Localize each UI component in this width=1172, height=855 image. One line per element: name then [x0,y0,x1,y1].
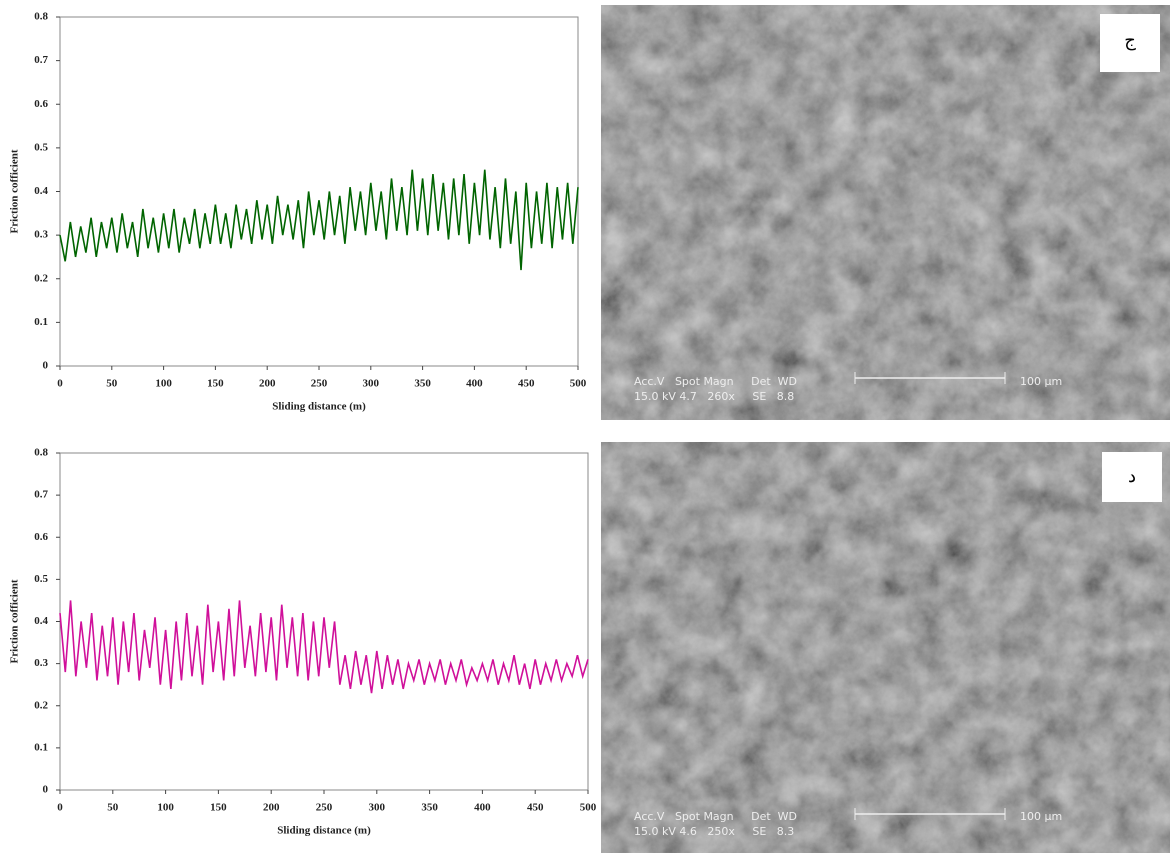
x-tick-label: 400 [466,378,483,390]
y-tick-label: 0.2 [34,699,48,711]
sem-image-1: ج Acc.V Spot Magn Det WD 15.0 kV 4.7 260… [601,5,1170,420]
y-tick-label: 0.3 [34,657,48,669]
sem-texture [601,442,1170,853]
x-tick-label: 50 [107,802,119,814]
figure: 0 0.1 0.2 0.3 0.4 0.5 0.6 0.7 0.8 0 50 100 150 200 250… [0,0,1172,855]
panel-label: ج [1124,30,1136,51]
x-tick-label: 250 [316,802,333,814]
panel-label: د [1128,466,1136,487]
x-tick-label: 100 [155,378,172,390]
y-tick-label: 0.6 [34,98,48,110]
x-tick-label: 450 [518,378,535,390]
y-tick-label: 0.1 [34,316,48,328]
y-tick-label: 0 [43,784,49,796]
x-tick-label: 150 [207,378,224,390]
y-tick-label: 0.4 [34,615,48,627]
x-axis-label: Sliding distance (m) [272,401,366,413]
y-tick-label: 0.5 [34,141,48,153]
x-tick-label: 450 [527,802,544,814]
x-tick-label: 300 [369,802,386,814]
x-tick-label: 0 [57,802,63,814]
sem-texture [601,5,1170,420]
info-header: Acc.V Spot Magn Det WD [634,810,797,823]
x-tick-label: 500 [570,378,587,390]
y-tick-label: 0 [43,360,49,372]
info-header: Acc.V Spot Magn Det WD [634,375,797,388]
y-tick-label: 0.6 [34,531,48,543]
y-tick-label: 0.7 [34,489,48,501]
scale-label: 100 µm [1020,810,1062,823]
x-tick-label: 400 [474,802,491,814]
x-tick-label: 50 [106,378,118,390]
charts: 0 0.1 0.2 0.3 0.4 0.5 0.6 0.7 0.8 0 50 100 150 200 250… [9,11,597,837]
y-tick-label: 0.4 [34,185,48,197]
y-tick-label: 0.7 [34,54,48,66]
y-axis-label: Friction cofficient [9,579,21,663]
y-tick-label: 0.8 [34,11,48,23]
y-tick-label: 0.5 [34,573,48,585]
x-tick-label: 300 [363,378,380,390]
scale-label: 100 µm [1020,375,1062,388]
x-tick-label: 500 [580,802,597,814]
x-tick-label: 200 [259,378,276,390]
sem-image-2: د Acc.V Spot Magn Det WD 15.0 kV 4.6 250… [601,442,1170,853]
plot-frame [60,17,578,366]
x-tick-label: 150 [210,802,227,814]
y-axis-label: Friction cofficient [9,149,21,233]
y-tick-label: 0.2 [34,272,48,284]
y-tick-label: 0.3 [34,229,48,241]
info-values: 15.0 kV 4.6 250x SE 8.3 [634,825,794,838]
x-tick-label: 100 [157,802,174,814]
x-tick-label: 350 [414,378,431,390]
x-tick-label: 250 [311,378,328,390]
y-tick-label: 0.8 [34,447,48,459]
x-tick-label: 350 [421,802,438,814]
x-axis-label: Sliding distance (m) [277,825,371,837]
y-tick-label: 0.1 [34,741,48,753]
info-values: 15.0 kV 4.7 260x SE 8.8 [634,390,794,403]
x-tick-label: 0 [57,378,63,390]
x-tick-label: 200 [263,802,280,814]
